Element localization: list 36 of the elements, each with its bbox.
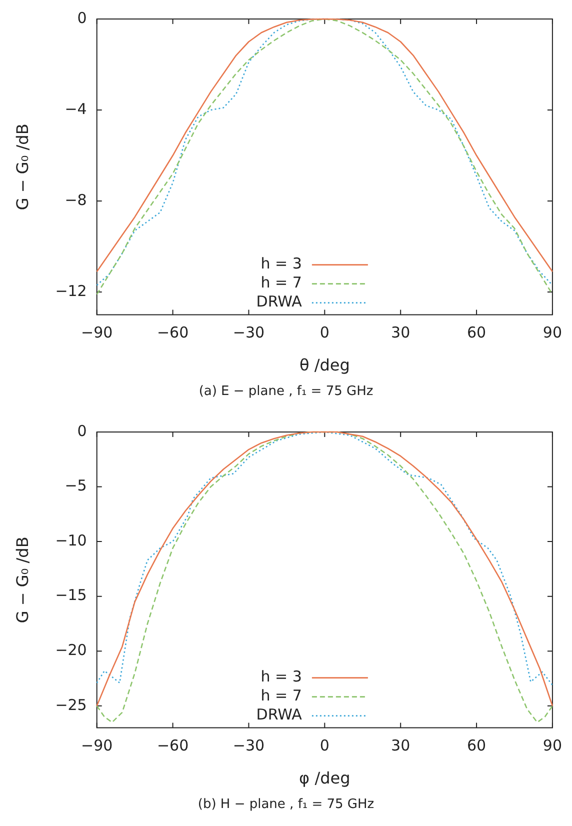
y-tick-label: −15 xyxy=(55,586,87,604)
legend-label: h = 7 xyxy=(260,686,302,705)
y-tick-label: −8 xyxy=(64,190,87,209)
legend-label: DRWA xyxy=(256,292,303,311)
y-tick-label: −12 xyxy=(55,282,87,300)
y-tick-label: −20 xyxy=(55,641,87,659)
y-tick-label: −10 xyxy=(55,531,87,550)
text: (a) E − plane , f₁ = 75 GHz xyxy=(198,384,374,399)
x-tick-label: −90 xyxy=(81,736,113,755)
x-tick-label: 30 xyxy=(391,736,410,755)
x-tick-label: −90 xyxy=(81,324,113,342)
legend-label: h = 7 xyxy=(260,274,302,292)
x-tick-label: 90 xyxy=(542,736,562,755)
legend-label: h = 3 xyxy=(260,254,302,273)
x-tick-label: −60 xyxy=(156,324,189,342)
x-tick-label: 90 xyxy=(542,324,562,342)
x-tick-label: −30 xyxy=(232,736,265,755)
x-tick-label: −30 xyxy=(232,324,265,342)
x-tick-label: 30 xyxy=(391,324,410,342)
y-tick-label: −4 xyxy=(64,100,87,118)
y-tick-label: −5 xyxy=(64,476,87,495)
x-tick-label: 0 xyxy=(320,324,330,342)
y-axis-title: G − G₀ /dB xyxy=(12,124,32,210)
x-axis-title: φ /deg xyxy=(299,768,350,788)
legend-label: DRWA xyxy=(256,706,303,724)
x-axis-title: θ /deg xyxy=(299,356,350,375)
y-tick-label: 0 xyxy=(77,8,87,27)
x-tick-label: 0 xyxy=(320,736,330,755)
x-tick-label: −60 xyxy=(156,736,189,755)
text: (b) H − plane , f₁ = 75 GHz xyxy=(196,797,376,812)
y-axis-title: G − G₀ /dB xyxy=(12,536,32,624)
y-tick-label: 0 xyxy=(77,422,87,440)
x-tick-label: 60 xyxy=(466,736,486,755)
y-tick-label: −25 xyxy=(55,696,87,714)
x-tick-label: 60 xyxy=(466,324,486,342)
legend-label: h = 3 xyxy=(260,668,302,686)
